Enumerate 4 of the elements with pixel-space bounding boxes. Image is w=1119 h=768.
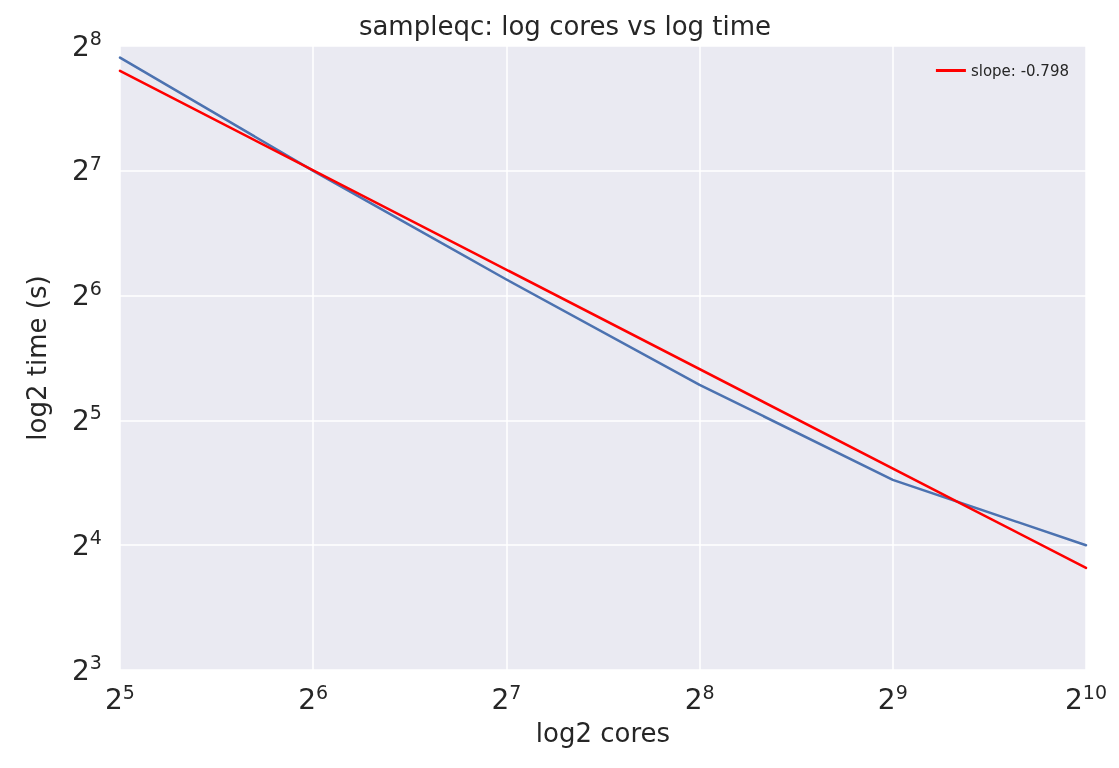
chart-title: sampleqc: log cores vs log time bbox=[358, 11, 772, 41]
y-axis-title: log2 time (s) bbox=[22, 275, 52, 441]
legend-label: slope: -0.798 bbox=[970, 61, 1070, 80]
x-axis-title: log2 cores bbox=[535, 718, 671, 748]
